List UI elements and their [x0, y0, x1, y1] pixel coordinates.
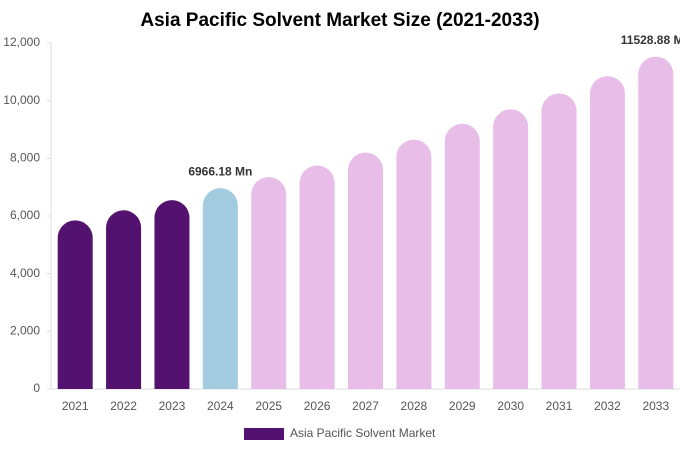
- x-tick-label: 2026: [304, 399, 331, 413]
- y-tick-label: 6,000: [10, 208, 40, 222]
- y-tick-label: 4,000: [10, 266, 40, 280]
- y-tick-label: 2,000: [10, 324, 40, 338]
- y-tick-label: 8,000: [10, 151, 40, 165]
- legend-label: Asia Pacific Solvent Market: [290, 426, 436, 440]
- bar: [493, 109, 529, 390]
- bar: [106, 210, 142, 389]
- x-tick-label: 2022: [110, 399, 137, 413]
- bar: [348, 152, 383, 389]
- bar: [154, 200, 190, 389]
- x-tick-label: 2031: [546, 399, 573, 413]
- x-tick-label: 2021: [62, 399, 89, 413]
- x-tick-label: 2033: [642, 399, 669, 413]
- y-tick-label: 0: [33, 381, 40, 395]
- bar: [589, 76, 625, 390]
- bar: [202, 188, 238, 389]
- bar: [541, 93, 577, 389]
- x-tick-label: 2032: [594, 399, 621, 413]
- x-tick-label: 2028: [401, 399, 428, 413]
- bar: [299, 165, 335, 389]
- bar: [638, 56, 674, 390]
- bar: [57, 220, 93, 389]
- x-tick-label: 2023: [159, 399, 186, 413]
- legend-swatch: [244, 428, 284, 440]
- x-tick-label: 2029: [449, 399, 476, 413]
- data-label: 6966.18 Mn: [188, 164, 252, 178]
- y-tick-label: 12,000: [3, 35, 40, 49]
- x-tick-label: 2024: [207, 399, 234, 413]
- data-label: 11528.88 Mn: [621, 33, 680, 47]
- y-tick-label: 10,000: [3, 93, 40, 107]
- x-tick-label: 2027: [352, 399, 379, 413]
- bar: [251, 177, 287, 389]
- bar: [444, 123, 480, 389]
- x-tick-label: 2025: [255, 399, 282, 413]
- chart-title: Asia Pacific Solvent Market Size (2021-2…: [140, 10, 539, 31]
- bar: [396, 139, 432, 389]
- x-tick-label: 2030: [497, 399, 524, 413]
